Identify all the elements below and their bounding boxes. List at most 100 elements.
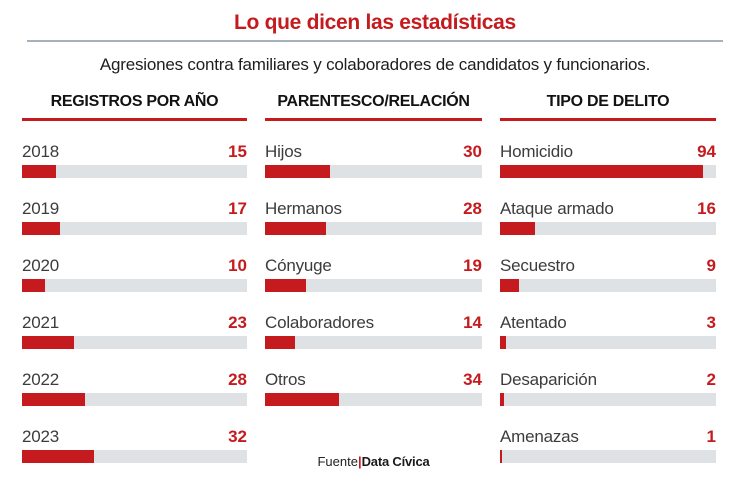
bar-fill — [500, 393, 505, 406]
bar-label: Secuestro — [500, 256, 575, 275]
bar-value: 9 — [706, 256, 716, 275]
chart-column-registros-por-ano: REGISTROS POR AÑO 2018 15 2019 17 2020 1… — [22, 92, 247, 469]
bar-fill — [265, 279, 307, 292]
bar-value: 15 — [228, 142, 247, 161]
bar-row: Otros 34 — [265, 370, 482, 406]
bar-label: 2021 — [22, 313, 60, 332]
bar-row: 2019 17 — [22, 199, 247, 235]
bar-row: Hijos 30 — [265, 142, 482, 178]
bar-value: 2 — [706, 370, 716, 389]
bar-track — [22, 165, 247, 178]
bar-value: 19 — [463, 256, 482, 275]
bar-label: 2023 — [22, 427, 60, 446]
title-divider — [27, 40, 723, 42]
bar-row: Colaboradores 14 — [265, 313, 482, 349]
bar-value: 28 — [463, 199, 482, 218]
column-header: REGISTROS POR AÑO — [22, 92, 247, 121]
bar-value: 23 — [228, 313, 247, 332]
source-prefix: Fuente — [317, 454, 358, 469]
bar-track — [22, 393, 247, 406]
bar-value: 28 — [228, 370, 247, 389]
page-title: Lo que dicen las estadísticas — [234, 11, 516, 34]
bar-value: 17 — [228, 199, 247, 218]
bar-fill — [22, 222, 61, 235]
bar-fill — [22, 450, 94, 463]
bar-track — [22, 222, 247, 235]
bar-track — [265, 393, 482, 406]
bar-label: Colaboradores — [265, 313, 374, 332]
bar-label: Hijos — [265, 142, 302, 161]
bar-row: Hermanos 28 — [265, 199, 482, 235]
bar-label: 2022 — [22, 370, 60, 389]
bar-row: 2018 15 — [22, 142, 247, 178]
bar-fill — [265, 336, 296, 349]
chart-columns: REGISTROS POR AÑO 2018 15 2019 17 2020 1… — [22, 92, 716, 469]
bar-row: Amenazas 1 — [500, 427, 716, 463]
bar-row: 2020 10 — [22, 256, 247, 292]
bar-label: 2019 — [22, 199, 60, 218]
source-credit: Fuente|Data Cívica — [265, 454, 482, 469]
bar-row: Ataque armado 16 — [500, 199, 716, 235]
bar-row: Desaparición 2 — [500, 370, 716, 406]
bar-value: 10 — [228, 256, 247, 275]
bar-row: 2023 32 — [22, 427, 247, 463]
bar-value: 30 — [463, 142, 482, 161]
bar-row: Cónyuge 19 — [265, 256, 482, 292]
bar-fill — [265, 393, 339, 406]
bar-label: Ataque armado — [500, 199, 614, 218]
bar-fill — [265, 222, 326, 235]
bar-track — [500, 279, 716, 292]
bar-value: 3 — [706, 313, 716, 332]
bar-track — [500, 450, 716, 463]
bar-label: Atentado — [500, 313, 567, 332]
bar-fill — [500, 165, 704, 178]
chart-column-tipo-de-delito: TIPO DE DELITO Homicidio 94 Ataque armad… — [500, 92, 716, 469]
column-header: PARENTESCO/RELACIÓN — [265, 92, 482, 121]
bar-track — [265, 336, 482, 349]
bar-label: Amenazas — [500, 427, 579, 446]
bar-track — [265, 222, 482, 235]
bar-label: Homicidio — [500, 142, 573, 161]
bar-label: 2020 — [22, 256, 60, 275]
bar-fill — [22, 279, 45, 292]
bar-track — [265, 279, 482, 292]
bar-label: Cónyuge — [265, 256, 332, 275]
bar-track — [22, 279, 247, 292]
bar-label: Otros — [265, 370, 306, 389]
bar-row: 2021 23 — [22, 313, 247, 349]
bar-value: 34 — [463, 370, 482, 389]
bar-track — [22, 450, 247, 463]
bar-row: 2022 28 — [22, 370, 247, 406]
bar-track — [500, 165, 716, 178]
bar-label: Hermanos — [265, 199, 342, 218]
bar-fill — [265, 165, 331, 178]
bar-fill — [500, 279, 520, 292]
bar-track — [265, 165, 482, 178]
column-header: TIPO DE DELITO — [500, 92, 716, 121]
bar-value: 16 — [697, 199, 716, 218]
bar-track — [500, 222, 716, 235]
bar-value: 1 — [706, 427, 716, 446]
bar-value: 32 — [228, 427, 247, 446]
bar-row: Atentado 3 — [500, 313, 716, 349]
bar-row: Secuestro 9 — [500, 256, 716, 292]
bar-fill — [500, 222, 535, 235]
subtitle: Agresiones contra familiares y colaborad… — [99, 55, 651, 74]
source-separator: | — [357, 454, 362, 469]
bar-fill — [22, 165, 56, 178]
bar-label: Desaparición — [500, 370, 597, 389]
bar-track — [500, 336, 716, 349]
bar-value: 94 — [697, 142, 716, 161]
bar-fill — [22, 393, 85, 406]
bar-label: 2018 — [22, 142, 60, 161]
chart-column-parentesco-relacion: PARENTESCO/RELACIÓN Hijos 30 Hermanos 28… — [265, 92, 482, 469]
bar-track — [500, 393, 716, 406]
bar-fill — [500, 336, 507, 349]
source-name: Data Cívica — [361, 454, 430, 469]
bar-fill — [22, 336, 74, 349]
bar-value: 14 — [463, 313, 482, 332]
bar-track — [22, 336, 247, 349]
bar-row: Homicidio 94 — [500, 142, 716, 178]
bar-fill — [500, 450, 503, 463]
